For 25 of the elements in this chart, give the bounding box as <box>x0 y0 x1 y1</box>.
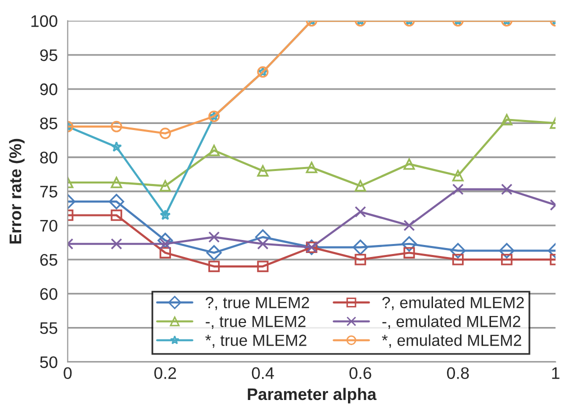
legend-label: -, true MLEM2 <box>206 316 306 329</box>
y-tick-label: 85 <box>40 118 58 130</box>
legend-label: ?, true MLEM2 <box>206 296 310 310</box>
y-tick-label: 75 <box>40 186 58 198</box>
y-tick-label: 100 <box>31 15 58 28</box>
x-tick-label: 0 <box>64 367 72 380</box>
x-tick-label: 0.4 <box>252 367 274 380</box>
y-tick-label: 80 <box>40 152 58 164</box>
y-tick-label: 55 <box>40 322 58 334</box>
y-axis-title: Error rate (%) <box>9 138 25 244</box>
x-tick-label: 0.6 <box>349 367 372 380</box>
x-tick-label: 1 <box>552 367 560 379</box>
y-tick-label: 95 <box>40 49 58 62</box>
y-tick-label: 70 <box>40 220 58 232</box>
y-tick-label: 60 <box>40 288 58 300</box>
x-tick-label: 0.2 <box>154 367 176 380</box>
x-axis-title: Parameter alpha <box>248 388 377 404</box>
legend-label: *, true MLEM2 <box>205 334 306 348</box>
legend-label: -, emulated MLEM2 <box>382 315 520 329</box>
y-tick-label: 90 <box>40 83 58 96</box>
y-tick-label: 65 <box>40 254 58 266</box>
y-tick-label: 50 <box>40 356 58 368</box>
x-tick-label: 0.8 <box>447 367 469 380</box>
legend-label: ?, emulated MLEM2 <box>382 296 524 310</box>
legend-label: *, emulated MLEM2 <box>382 334 522 348</box>
